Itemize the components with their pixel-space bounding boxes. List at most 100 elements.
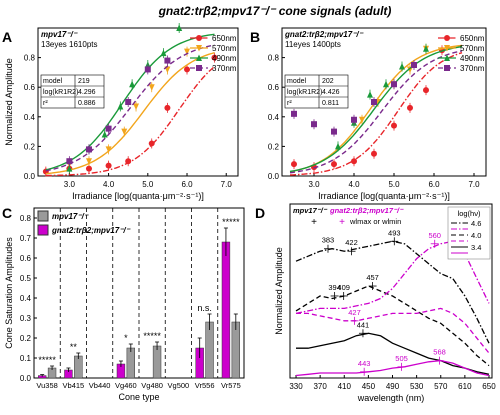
- panel-d-line-mpv17⁻/⁻-3.4: [296, 332, 490, 375]
- panel-b-point-370nm: [291, 110, 297, 117]
- panel-a-point-490nm: [117, 102, 124, 110]
- panel-b-legend-marker-370nm: [444, 65, 450, 71]
- panel-a-ytick-label: 0.6: [24, 83, 36, 92]
- panel-c-legend-swatch-gray: [37, 210, 49, 222]
- panel-b-axes-frame: [281, 27, 487, 177]
- panel-a-point-370nm: [125, 99, 132, 105]
- panel-d-peak-label: 409: [337, 283, 350, 292]
- panel-a-stats-value: 4.296: [78, 89, 96, 96]
- panel-d-cross-marker-black: +: [311, 217, 317, 228]
- panel-d-y-axis-label: Normalized Amplitude: [274, 247, 284, 335]
- panel-a-point-570nm: [105, 146, 112, 153]
- panel-b-counts: 11eyes 1400pts: [285, 40, 341, 49]
- panel-a-legend-marker-370nm: [196, 65, 202, 71]
- panel-a-legend-marker-650nm: [196, 35, 202, 41]
- panel-b-point-650nm: [407, 104, 413, 111]
- panel-a-point-370nm: [105, 125, 112, 132]
- panel-a-xtick-label: 7.0: [221, 180, 233, 189]
- panel-d-marker-note: wlmax or wlmin: [349, 217, 401, 226]
- panel-d-chart: D 330 370 410 450 490 530 570 610 650 wavelength …: [255, 203, 496, 403]
- panel-b-label: B: [250, 29, 260, 45]
- panel-a-point-370nm: [66, 158, 73, 165]
- panel-b-point-370nm: [411, 62, 417, 68]
- panel-a-point-490nm: [176, 24, 183, 31]
- panel-a-point-570nm: [121, 128, 128, 136]
- panel-c-significance: *****: [222, 217, 240, 227]
- panel-c-bar-Vg480-1: [152, 345, 162, 379]
- panel-a-ytick-label: 0.2: [24, 142, 36, 151]
- panel-d-legend-magenta-label: gnat2:trβ2;mpv17⁻/⁻: [329, 206, 404, 215]
- panel-c-x-axis-label: Cone type: [118, 392, 159, 402]
- panel-b-stats-table: [284, 74, 349, 109]
- panel-c-category-label: Vb415: [63, 381, 85, 390]
- panel-d-legend-label: 3.4: [471, 243, 481, 252]
- panel-a-stats-table: [40, 74, 105, 109]
- panel-d-line-gnat2:trβ2;mpv17⁻/⁻-4.0: [296, 307, 490, 354]
- panel-d-peak-label: 383: [322, 236, 335, 245]
- panel-a-genotype: mpv17⁻/⁻: [41, 30, 78, 39]
- panel-d-peak-label: 422: [345, 238, 358, 247]
- panel-c-category-label: Vg480: [141, 381, 163, 390]
- panel-a-stats-value: 0.886: [78, 100, 96, 107]
- panel-a-point-650nm: [105, 162, 112, 169]
- panel-b-legend-label: 570nm: [460, 44, 485, 53]
- panel-d-peak-label: 493: [388, 228, 401, 237]
- panel-d-peak-label: 560: [428, 231, 441, 240]
- panel-b-point-370nm: [331, 128, 337, 135]
- panel-a-point-570nm: [85, 158, 92, 165]
- panel-a-stats-key: r²: [43, 100, 48, 107]
- panel-a-point-650nm: [125, 158, 132, 165]
- panel-c-significance: *: [124, 333, 128, 343]
- panel-a-y-axis-label: Normalized Amplitude: [4, 58, 14, 146]
- panel-b-xtick-label: 4.0: [348, 180, 360, 189]
- panel-b-fit-curve-490nm: [289, 45, 463, 173]
- panel-a-legend-label: 650nm: [212, 34, 237, 43]
- figure-title: gnat2:trβ2;mpv17⁻/⁻ cone signals (adult): [158, 4, 392, 18]
- panel-d-peak-label: 505: [395, 354, 408, 363]
- panel-c-significance: *****: [143, 331, 161, 341]
- panel-a-fit-curve-570nm: [45, 52, 215, 175]
- panel-b-stats-value: 0.811: [322, 100, 339, 107]
- panel-c-bar-Vr575-1: [231, 321, 240, 379]
- panel-a-stats-key: log(kR1R2): [43, 89, 78, 96]
- panel-c-ytick-label: 0.3: [20, 314, 32, 323]
- panel-b-point-650nm: [371, 150, 377, 157]
- panel-a-legend-label: 490nm: [212, 54, 237, 63]
- panel-d-peak-label: 457: [366, 273, 379, 282]
- panel-b-point-570nm: [359, 116, 365, 124]
- panel-c-ytick-label: 0.8: [20, 214, 32, 223]
- panel-b-legend-marker-650nm: [444, 35, 450, 41]
- panel-a-ytick-label: 0.8: [24, 54, 36, 63]
- panel-d-xtick-label: 450: [362, 382, 376, 391]
- panel-c-ytick-label: 0.0: [20, 374, 32, 383]
- panel-d-xtick-label: 610: [458, 382, 472, 391]
- panel-b-stats-value: 4.426: [322, 89, 340, 96]
- panel-b-genotype: gnat2:trβ2;mpv17⁻/⁻: [284, 30, 364, 39]
- panel-a-legend-label: 570nm: [212, 44, 237, 53]
- panel-d-line-gnat2:trβ2;mpv17⁻/⁻-3.4: [295, 359, 490, 377]
- panel-a-xtick-label: 3.0: [64, 180, 76, 189]
- panel-a-ytick-label: 0.4: [24, 113, 36, 122]
- panel-a-ytick-label: 0.0: [24, 172, 36, 181]
- panel-c-category-label: Vr575: [221, 381, 241, 390]
- panel-b-point-370nm: [371, 99, 377, 105]
- panel-a-point-490nm: [160, 49, 167, 57]
- panel-a-counts: 13eyes 1610pts: [41, 40, 98, 49]
- panel-b-xtick-label: 6.0: [428, 180, 440, 189]
- panel-d-xtick-label: 410: [338, 382, 352, 391]
- panel-a-xtick-label: 6.0: [181, 180, 193, 189]
- panel-d-cross-marker-magenta: +: [339, 217, 345, 228]
- panel-d-label: D: [255, 205, 265, 221]
- panel-a-fit-curve-490nm: [45, 33, 215, 171]
- panel-d-legend-header: log(hν): [458, 209, 481, 218]
- panel-c-ytick-label: 0.1: [20, 354, 32, 363]
- panel-d-line-mpv17⁻/⁻-4.0: [295, 285, 490, 367]
- panel-d-x-axis-label: wavelength (nm): [357, 393, 425, 403]
- panel-b-point-650nm: [423, 87, 429, 94]
- panel-c-y-axis-label: Cone Saturation Amplitudes: [4, 237, 14, 349]
- panel-a-point-370nm: [85, 146, 92, 153]
- panel-b-ytick-label: 0.4: [268, 113, 280, 122]
- panel-d-legend-label: 4.6: [471, 219, 481, 228]
- panel-b-xtick-label: 7.0: [468, 180, 480, 189]
